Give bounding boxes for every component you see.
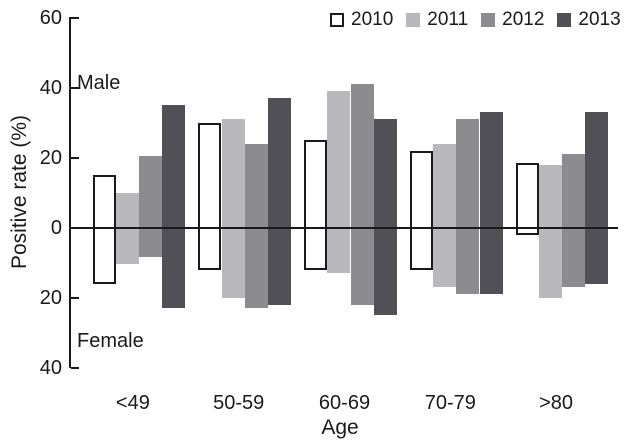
y-tick-mark <box>71 366 79 369</box>
legend-item-2013: 2013 <box>557 9 621 30</box>
y-tick-label: 20 <box>39 286 62 309</box>
legend-swatch-2012 <box>481 13 496 27</box>
bar-2012-<49 <box>138 155 163 258</box>
chart-legend: 2010 2011 2012 2013 <box>330 10 621 30</box>
legend-label-2010: 2010 <box>351 9 394 30</box>
bar-2010-70-79 <box>409 150 434 270</box>
female-region-label: Female <box>77 330 144 352</box>
y-tick-mark <box>71 16 79 19</box>
bar-2012-60-69 <box>350 84 374 305</box>
legend-swatch-2011 <box>406 13 421 27</box>
y-tick-label: 40 <box>39 76 62 99</box>
y-axis-title: Positive rate (%) <box>8 114 31 270</box>
x-tick-label-60-69: 60-69 <box>318 392 371 414</box>
x-tick-label-<49: <49 <box>115 392 150 414</box>
legend-item-2012: 2012 <box>481 10 544 30</box>
bar-2013-70-79 <box>479 112 503 294</box>
bar-2013-<49 <box>162 105 186 308</box>
bar-2010-50-59 <box>198 122 222 270</box>
bar-2011-70-79 <box>433 143 457 287</box>
y-tick-label: 20 <box>39 146 62 169</box>
legend-swatch-2013 <box>557 13 572 27</box>
bar-2012-70-79 <box>456 119 480 294</box>
bar-2010-<49 <box>92 175 116 284</box>
bar-2012->80 <box>562 154 586 287</box>
y-tick-label: 40 <box>39 356 62 379</box>
bar-2013->80 <box>585 112 609 284</box>
y-tick-mark <box>71 86 79 89</box>
y-tick-label: 0 <box>50 216 62 239</box>
legend-item-2010: 2010 <box>330 10 393 30</box>
legend-label-2013: 2013 <box>578 9 621 30</box>
x-tick-label->80: >80 <box>539 392 574 414</box>
y-axis-line <box>69 17 71 368</box>
bar-2010->80 <box>515 162 539 235</box>
bar-2012-50-59 <box>244 143 268 308</box>
legend-item-2011: 2011 <box>406 10 468 30</box>
y-tick-mark <box>71 156 79 159</box>
bar-2013-50-59 <box>267 98 292 305</box>
x-axis-title: Age <box>321 416 359 439</box>
y-tick-label: 60 <box>39 6 62 29</box>
male-region-label: Male <box>77 72 121 94</box>
legend-label-2012: 2012 <box>502 9 545 30</box>
legend-label-2011: 2011 <box>427 9 469 30</box>
y-tick-mark <box>71 296 79 299</box>
bar-2011->80 <box>538 164 563 298</box>
bar-2011-50-59 <box>221 119 245 298</box>
x-tick-label-70-79: 70-79 <box>424 392 476 414</box>
bar-2011-60-69 <box>327 91 351 273</box>
legend-swatch-2010 <box>330 13 344 27</box>
bar-2013-60-69 <box>373 119 397 315</box>
zero-baseline <box>69 226 618 229</box>
bar-2010-60-69 <box>304 140 328 270</box>
x-tick-label-50-59: 50-59 <box>213 392 265 414</box>
